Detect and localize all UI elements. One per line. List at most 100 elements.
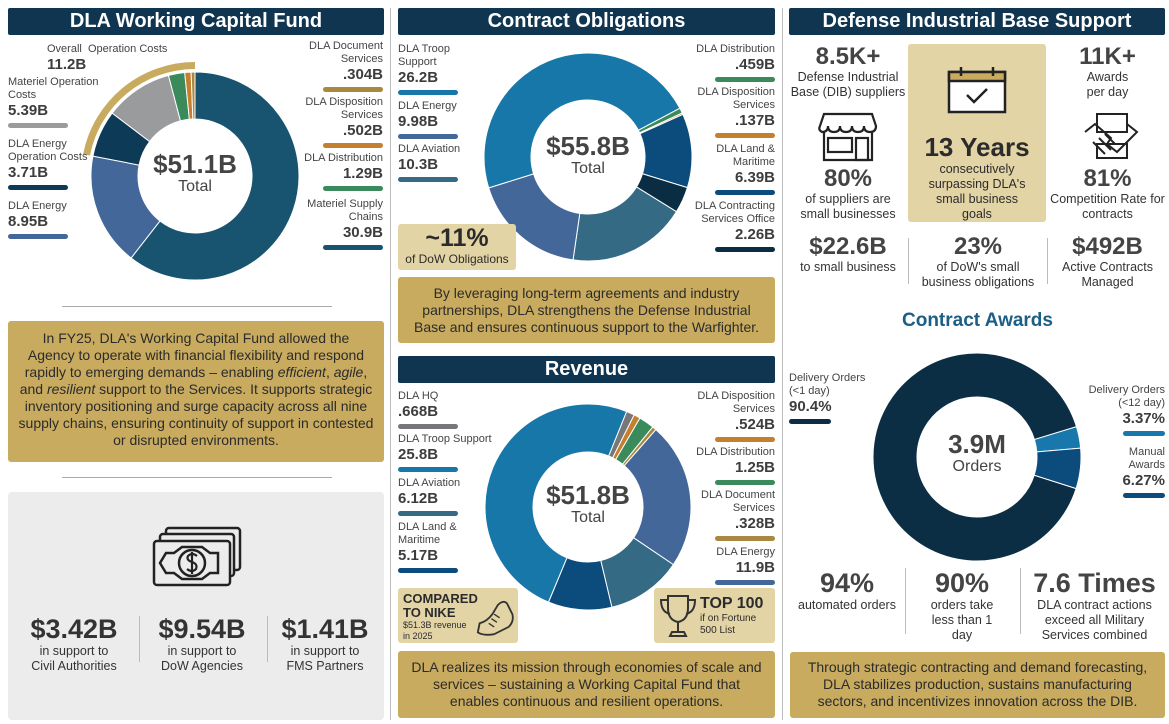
center-value: $51.8B: [546, 480, 630, 510]
center-value: 3.9M: [948, 429, 1006, 459]
legend-swatch: [715, 480, 775, 485]
legend-swatch: [715, 133, 775, 138]
legend-value: 3.37%: [1122, 410, 1165, 427]
legend-land-maritime: DLA Land & Maritime 5.17B: [398, 521, 468, 573]
stat-label: in support to FMS Partners: [286, 644, 364, 673]
revenue-header: Revenue: [398, 356, 775, 383]
legend-label: DLA Distribution: [696, 43, 775, 55]
overall-operation-costs-arc: [83, 62, 195, 156]
stat-small-business-suppliers: 80% of suppliers are small businesses: [788, 166, 908, 222]
legend-value: .524B: [734, 416, 775, 433]
legend-label: DLA Distribution: [304, 152, 383, 164]
legend-document-services: DLA Document Services .304B: [293, 40, 383, 92]
legend-value: .502B: [342, 122, 383, 139]
legend-energy: DLA Energy 11.9B: [695, 546, 775, 585]
stat-label: Awards per day: [1086, 70, 1129, 99]
legend-distribution: DLA Distribution .459B: [675, 43, 775, 82]
legend-value: 1.29B: [342, 165, 383, 182]
obligations-summary-box: By leveraging long-term agreements and i…: [398, 277, 775, 343]
dow-share-badge: ~11% of DoW Obligations: [398, 224, 516, 270]
stat-label: Active Contracts Managed: [1061, 260, 1153, 289]
legend-swatch: [715, 536, 775, 541]
stat-label: orders take less than 1 day: [930, 598, 994, 642]
legend-label: Delivery Orders (<1 day): [789, 372, 866, 397]
legend-swatch: [398, 568, 458, 573]
dib-support-header: Defense Industrial Base Support: [789, 8, 1165, 35]
column-divider: [390, 8, 391, 720]
stat-value: 8.5K+: [815, 43, 881, 70]
divider: [267, 616, 268, 662]
legend-swatch: [398, 467, 458, 472]
stat-competition-rate: 81% Competition Rate for contracts: [1050, 166, 1165, 222]
legend-energy-operation-costs: DLA Energy Operation Costs 3.71B: [8, 138, 108, 190]
sneaker-icon: [476, 600, 514, 636]
stat-dow-share: 23% of DoW's small business obligations: [910, 234, 1046, 290]
column-divider: [782, 8, 783, 720]
nike-comparison-badge: COMPARED TO NIKE $51.3B revenue in 2025: [398, 588, 518, 643]
support-stats-panel: $3.42B in support to Civil Authorities $9…: [8, 492, 384, 720]
stat-value: 94%: [819, 568, 875, 598]
legend-label: Materiel Supply Chains: [307, 198, 383, 223]
legend-value: .137B: [734, 112, 775, 129]
donut-slice-dla-troop-support: [483, 52, 681, 189]
share-value: ~11%: [425, 224, 489, 252]
legend-swatch: [8, 185, 68, 190]
legend-value: .328B: [734, 515, 775, 532]
legend-label: DLA Disposition Services: [305, 96, 383, 121]
legend-label: DLA HQ: [398, 390, 439, 402]
stat-label: of suppliers are small businesses: [800, 192, 896, 221]
stat-value: 11K+: [1079, 43, 1136, 70]
storefront-icon: [818, 112, 878, 162]
center-value: $55.8B: [546, 131, 630, 161]
legend-label: DLA Troop Support: [398, 433, 492, 445]
center-label: Total: [571, 160, 605, 177]
legend-aviation: DLA Aviation 6.12B: [398, 477, 478, 516]
legend-dla-energy: DLA Energy 8.95B: [8, 200, 108, 239]
donut-center: 3.9M Orders: [917, 430, 1037, 476]
legend-troop-support: DLA Troop Support 26.2B: [398, 43, 468, 95]
cash-stack-icon: [152, 526, 242, 587]
legend-value: 10.3B: [398, 156, 439, 173]
legend-swatch: [398, 134, 458, 139]
stat-contract-actions: 7.6 Times DLA contract actions exceed all…: [1022, 568, 1167, 643]
legend-label: DLA Energy: [716, 546, 775, 558]
legend-swatch: [715, 247, 775, 252]
legend-disposition-services: DLA Disposition Services .502B: [293, 96, 383, 148]
top-text: if on Fortune 500 List: [700, 613, 757, 636]
legend-swatch: [1123, 493, 1165, 498]
legend-label: DLA Troop Support: [398, 43, 450, 68]
legend-label: DLA Aviation: [398, 143, 461, 155]
legend-label: Overall Operation Costs: [47, 43, 168, 55]
stat-fms-partners: $1.41B in support to FMS Partners: [266, 614, 384, 674]
legend-label: DLA Document Services: [701, 489, 775, 514]
top-title: TOP 100: [700, 595, 764, 612]
stat-value: $9.54B: [158, 614, 246, 644]
donut-center: $55.8B Total: [528, 132, 648, 178]
stat-dow-agencies: $9.54B in support to DoW Agencies: [140, 614, 264, 674]
legend-distribution: DLA Distribution 1.29B: [283, 152, 383, 191]
stat-value: $22.6B: [809, 233, 887, 260]
legend-label: DLA Energy: [8, 200, 67, 212]
legend-label: DLA Disposition Services: [697, 86, 775, 111]
legend-materiel-supply-chains: Materiel Supply Chains 30.9B: [293, 198, 383, 250]
stat-label: consecutively surpassing DLA's small bus…: [928, 162, 1026, 221]
stat-label: of DoW's small business obligations: [921, 260, 1035, 289]
donut-slice-dla-energy: [623, 428, 692, 566]
center-label: Orders: [952, 458, 1002, 475]
summary-text: support to the Services. It supports str…: [18, 381, 374, 448]
legend-label: DLA Document Services: [309, 40, 383, 65]
legend-value: 8.95B: [8, 213, 49, 230]
divider: [62, 306, 332, 307]
fortune-badge: TOP 100 if on Fortune 500 List: [654, 588, 775, 643]
legend-value: .668B: [398, 403, 439, 420]
summary-emphasis: efficient: [277, 364, 326, 380]
nike-title: COMPARED TO NIKE: [403, 591, 478, 620]
legend-swatch: [323, 186, 383, 191]
stat-label: to small business: [800, 260, 896, 274]
stat-value: 7.6 Times: [1033, 568, 1156, 598]
summary-text: ,: [325, 364, 334, 380]
donut-slice-dla-document-services: [190, 71, 196, 120]
contract-obligations-header: Contract Obligations: [398, 8, 775, 35]
legend-swatch: [8, 234, 68, 239]
share-label: of DoW Obligations: [405, 252, 509, 266]
